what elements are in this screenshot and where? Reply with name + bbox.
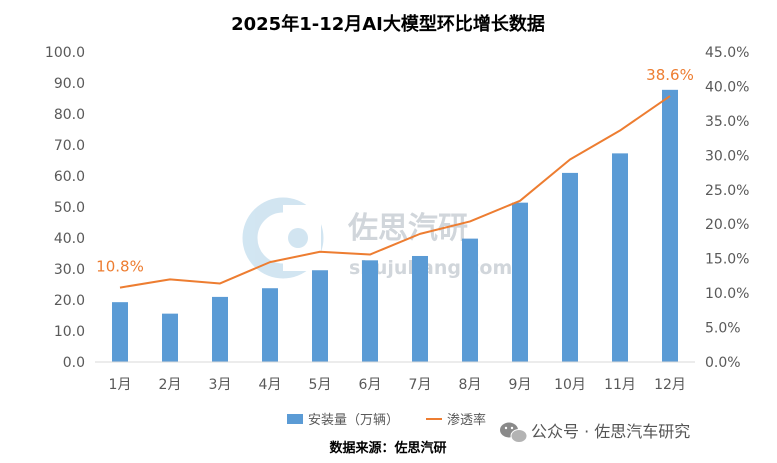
left-tick-label: 70.0	[54, 138, 85, 154]
legend: 安装量（万辆） 渗透率	[287, 412, 486, 428]
right-tick-label: 5.0%	[705, 321, 741, 337]
x-tick-label: 5月	[309, 377, 332, 393]
data-label: 10.8%	[96, 258, 144, 276]
bar	[312, 270, 328, 362]
x-tick-label: 7月	[409, 377, 432, 393]
left-tick-label: 80.0	[54, 107, 85, 123]
right-tick-label: 30.0%	[705, 148, 749, 164]
bar	[562, 172, 578, 362]
left-tick-label: 10.0	[54, 324, 85, 340]
wechat-tag-text: 公众号 · 佐思汽车研究	[531, 422, 690, 441]
bar	[112, 302, 128, 362]
left-tick-label: 40.0	[54, 231, 85, 247]
x-tick-label: 6月	[359, 377, 382, 393]
watermark-brand: 佐思汽研	[347, 211, 468, 246]
right-tick-label: 40.0%	[705, 79, 749, 95]
x-tick-label: 9月	[509, 377, 532, 393]
x-tick-label: 10月	[554, 377, 586, 393]
chart-title: 2025年1-12月AI大模型环比增长数据	[231, 13, 545, 35]
annotations: 10.8% 38.6%	[96, 66, 694, 276]
right-tick-label: 25.0%	[705, 183, 749, 199]
left-tick-label: 0.0	[63, 355, 85, 371]
bar	[362, 260, 378, 362]
right-tick-label: 45.0%	[705, 45, 749, 61]
legend-bar-label: 安装量（万辆）	[308, 413, 399, 428]
left-tick-label: 30.0	[54, 262, 85, 278]
left-tick-label: 20.0	[54, 293, 85, 309]
bar	[512, 202, 528, 362]
right-tick-label: 15.0%	[705, 252, 749, 268]
watermark-logo-icon	[242, 197, 324, 279]
right-tick-label: 0.0%	[705, 355, 741, 371]
right-axis: 0.0% 5.0% 10.0% 15.0% 20.0% 25.0% 30.0% 35.0% 40…	[705, 45, 749, 371]
x-axis: 1月 2月 3月 4月 5月 6月 7月 8月 9月 10月 11月 12月	[109, 377, 686, 393]
bar	[212, 296, 228, 362]
left-axis: 0.0 10.0 20.0 30.0 40.0 50.0 60.0 70.0 80.0 90.0 1…	[45, 45, 85, 371]
bar	[162, 313, 178, 362]
left-tick-label: 90.0	[54, 76, 85, 92]
x-tick-label: 2月	[159, 377, 182, 393]
left-tick-label: 50.0	[54, 200, 85, 216]
x-tick-label: 8月	[459, 377, 482, 393]
right-tick-label: 10.0%	[705, 286, 749, 302]
legend-line-label: 渗透率	[447, 412, 486, 428]
source-note: 数据来源：佐思汽研	[329, 440, 446, 456]
x-tick-label: 1月	[109, 377, 132, 393]
bar	[462, 238, 478, 362]
bar	[612, 153, 628, 362]
right-tick-label: 35.0%	[705, 114, 749, 130]
x-tick-label: 4月	[259, 377, 282, 393]
bar-series	[112, 89, 678, 362]
bar	[412, 255, 428, 362]
left-tick-label: 100.0	[45, 45, 85, 61]
penetration-line	[119, 95, 671, 289]
bar	[262, 288, 278, 362]
wechat-icon	[500, 422, 528, 443]
left-tick-label: 60.0	[54, 169, 85, 185]
right-tick-label: 20.0%	[705, 217, 749, 233]
data-label: 38.6%	[646, 66, 694, 84]
wechat-tag: 公众号 · 佐思汽车研究	[500, 422, 690, 443]
legend-bar-swatch	[287, 414, 303, 424]
bar	[662, 89, 678, 362]
x-tick-label: 3月	[209, 377, 232, 393]
line-series	[119, 95, 671, 289]
x-tick-label: 11月	[604, 377, 636, 393]
x-tick-label: 12月	[654, 377, 686, 393]
